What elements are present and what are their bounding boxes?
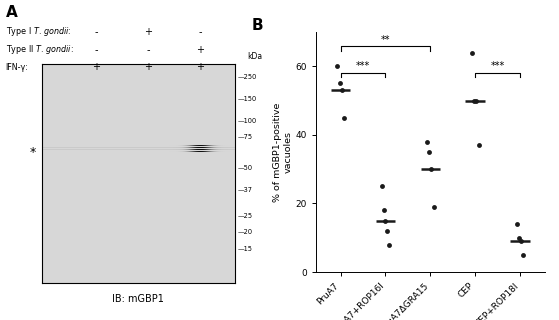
Y-axis label: % of mGBP1-positive
vacuoles: % of mGBP1-positive vacuoles bbox=[273, 102, 292, 202]
Text: —100: —100 bbox=[238, 118, 257, 124]
Text: IFN-γ:: IFN-γ: bbox=[6, 63, 29, 72]
Text: —250: —250 bbox=[238, 74, 257, 80]
Text: B: B bbox=[252, 18, 263, 33]
Text: Type I $\it{T}$. $\it{gondii}$:: Type I $\it{T}$. $\it{gondii}$: bbox=[6, 26, 71, 38]
Text: +: + bbox=[92, 62, 100, 72]
Text: —37: —37 bbox=[238, 187, 253, 193]
Text: ***: *** bbox=[356, 61, 370, 71]
Text: —75: —75 bbox=[238, 134, 253, 140]
Text: +: + bbox=[144, 62, 152, 72]
Text: +: + bbox=[144, 27, 152, 37]
Text: —50: —50 bbox=[238, 165, 253, 171]
Text: —15: —15 bbox=[238, 246, 253, 252]
Text: -: - bbox=[94, 27, 98, 37]
Text: -: - bbox=[94, 44, 98, 55]
Text: A: A bbox=[6, 5, 17, 20]
Text: kDa: kDa bbox=[247, 52, 262, 61]
Text: ***: *** bbox=[491, 61, 505, 71]
Text: *: * bbox=[29, 146, 36, 159]
Text: **: ** bbox=[381, 35, 390, 45]
Text: —25: —25 bbox=[238, 213, 253, 219]
Text: —150: —150 bbox=[238, 96, 257, 102]
Text: -: - bbox=[146, 44, 150, 55]
Text: -: - bbox=[198, 27, 202, 37]
Text: +: + bbox=[196, 44, 204, 55]
Text: IB: mGBP1: IB: mGBP1 bbox=[112, 294, 164, 304]
Text: Type II $\it{T}$. $\it{gondii}$:: Type II $\it{T}$. $\it{gondii}$: bbox=[6, 43, 73, 56]
Text: —20: —20 bbox=[238, 229, 253, 235]
Text: +: + bbox=[196, 62, 204, 72]
